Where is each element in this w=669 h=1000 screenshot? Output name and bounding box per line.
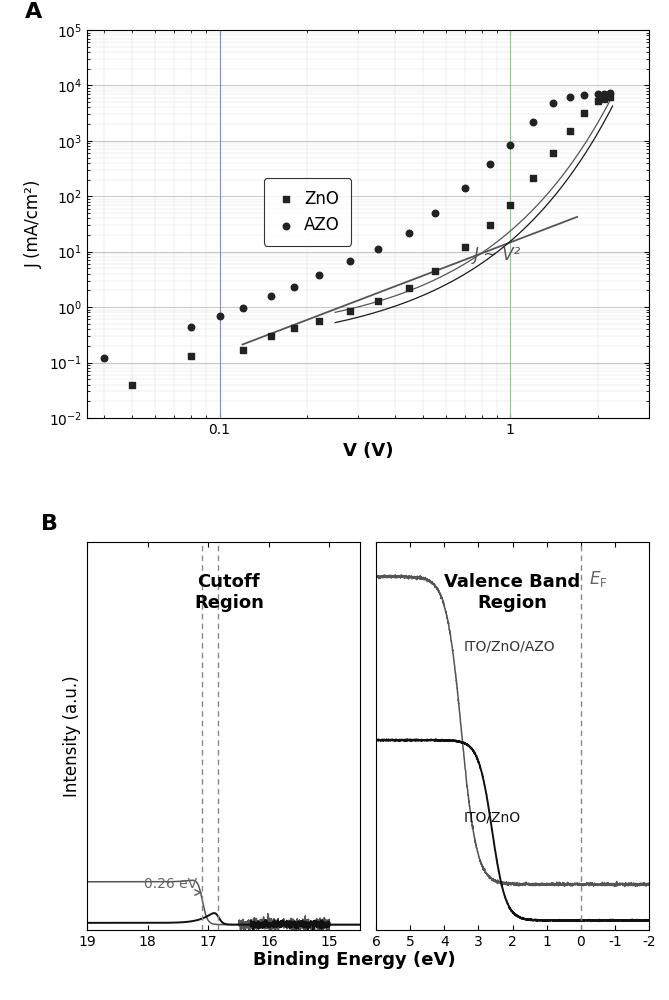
ZnO	[373, 293, 383, 309]
ZnO	[314, 313, 324, 329]
Text: $\it{E}_{\rm{F}}$: $\it{E}_{\rm{F}}$	[589, 569, 607, 589]
ZnO	[460, 239, 470, 255]
AZO	[373, 241, 383, 257]
Text: ITO/ZnO/AZO: ITO/ZnO/AZO	[464, 640, 555, 654]
ZnO	[592, 93, 603, 109]
Text: Valence Band
Region: Valence Band Region	[444, 573, 581, 612]
Text: Binding Energy (eV): Binding Energy (eV)	[254, 951, 456, 969]
AZO	[564, 89, 575, 105]
Text: A: A	[25, 2, 42, 22]
X-axis label: V (V): V (V)	[343, 442, 393, 460]
AZO	[592, 86, 603, 102]
ZnO	[604, 89, 615, 105]
ZnO	[288, 320, 299, 336]
AZO	[429, 205, 440, 221]
AZO	[314, 267, 324, 283]
ZnO	[186, 348, 197, 364]
Legend: ZnO, AZO: ZnO, AZO	[264, 178, 351, 246]
AZO	[344, 253, 355, 269]
Y-axis label: Intensity (a.u.): Intensity (a.u.)	[64, 675, 82, 797]
AZO	[98, 350, 109, 366]
ZnO	[528, 170, 539, 186]
ZnO	[404, 280, 415, 296]
AZO	[505, 137, 516, 153]
ZnO	[599, 91, 609, 107]
Text: B: B	[41, 514, 58, 534]
AZO	[528, 114, 539, 130]
AZO	[599, 86, 609, 102]
AZO	[266, 288, 276, 304]
Text: ITO/ZnO: ITO/ZnO	[464, 810, 520, 824]
Text: 0.26 eV: 0.26 eV	[144, 877, 197, 891]
AZO	[484, 156, 495, 172]
ZnO	[579, 105, 590, 121]
ZnO	[547, 145, 558, 161]
Y-axis label: J (mA/cm²): J (mA/cm²)	[25, 180, 43, 268]
ZnO	[484, 217, 495, 233]
ZnO	[126, 377, 137, 393]
ZnO	[564, 123, 575, 139]
ZnO	[429, 263, 440, 279]
AZO	[237, 300, 248, 316]
ZnO	[505, 197, 516, 213]
AZO	[186, 319, 197, 335]
AZO	[579, 87, 590, 103]
AZO	[460, 180, 470, 196]
ZnO	[344, 303, 355, 319]
Text: J ~ V²: J ~ V²	[474, 246, 521, 264]
Text: Cutoff
Region: Cutoff Region	[194, 573, 264, 612]
AZO	[604, 85, 615, 101]
AZO	[404, 225, 415, 241]
ZnO	[266, 328, 276, 344]
AZO	[288, 279, 299, 295]
AZO	[547, 95, 558, 111]
ZnO	[237, 342, 248, 358]
AZO	[214, 308, 225, 324]
